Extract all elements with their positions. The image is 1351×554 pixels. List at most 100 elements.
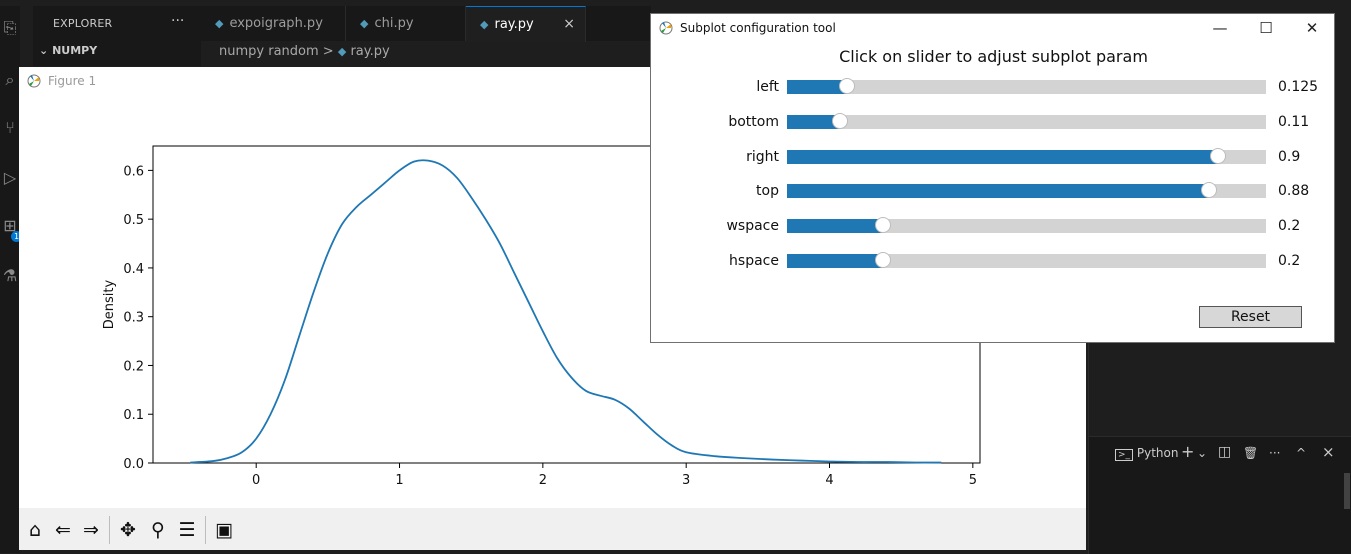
run-debug-icon[interactable]: ▷: [3, 168, 17, 187]
slider-handle[interactable]: [874, 252, 891, 268]
tab-expoigraph[interactable]: ◆ expoigraph.py: [201, 6, 346, 41]
slider-top: top 0.88: [651, 181, 1336, 201]
breadcrumb-folder[interactable]: numpy random: [219, 44, 319, 59]
slider-track[interactable]: [787, 182, 1266, 198]
chevron-right-icon: >: [322, 44, 334, 59]
slider-handle[interactable]: [1210, 148, 1227, 164]
density-line: [190, 159, 942, 464]
y-axis: 0.0 0.1 0.2 0.3 0.4 0.5 0.6: [123, 164, 153, 472]
home-icon[interactable]: ⌂: [28, 519, 42, 541]
slider-track[interactable]: [787, 113, 1266, 129]
terminal-scrollbar[interactable]: [1344, 473, 1350, 509]
y-tick-label: 0.5: [123, 213, 144, 228]
slider-left: left 0.125: [651, 77, 1336, 97]
y-tick-label: 0.6: [123, 164, 144, 179]
explorer-title: EXPLORER: [53, 17, 113, 30]
x-tick-label: 0: [252, 473, 260, 488]
forward-icon[interactable]: ⇒: [83, 519, 99, 541]
new-terminal-icon[interactable]: +: [1181, 442, 1195, 461]
toolbar-separator: [205, 516, 206, 544]
slider-label: bottom: [728, 114, 779, 130]
slider-wspace: wspace 0.2: [651, 216, 1336, 236]
figure-toolbar: ⌂ ⇐ ⇒ ✥ ⚲ ☰ ▣: [19, 508, 1086, 550]
tab-label: expoigraph.py: [229, 16, 323, 31]
python-file-icon: ◆: [215, 17, 224, 30]
close-panel-icon[interactable]: ×: [1322, 443, 1335, 461]
minimize-icon[interactable]: —: [1212, 19, 1228, 37]
reset-button[interactable]: Reset: [1199, 306, 1302, 328]
slider-right: right 0.9: [651, 147, 1336, 167]
slider-handle[interactable]: [1200, 182, 1217, 198]
chevron-down-icon[interactable]: ⌄: [1197, 446, 1208, 460]
x-tick-label: 1: [395, 473, 403, 488]
close-icon[interactable]: ×: [563, 16, 575, 32]
x-tick-label: 5: [969, 473, 977, 488]
trash-icon[interactable]: 🗑: [1243, 446, 1259, 460]
python-file-icon: ◆: [337, 45, 347, 58]
close-icon[interactable]: ✕: [1305, 19, 1319, 37]
slider-fill: [787, 80, 847, 94]
vscode-top-strip: [0, 0, 1351, 6]
search-icon[interactable]: ⌕: [5, 70, 15, 89]
split-terminal-icon[interactable]: ◫: [1218, 444, 1232, 460]
folder-name: NUMPY: [52, 44, 98, 57]
back-icon[interactable]: ⇐: [55, 519, 71, 541]
terminal-python-tab[interactable]: >_ Python: [1115, 446, 1179, 461]
slider-track[interactable]: [787, 148, 1266, 164]
terminal-name: Python: [1136, 446, 1179, 460]
explorer-panel: EXPLORER ··· ⌄ NUMPY: [33, 6, 201, 66]
slider-label: right: [746, 149, 779, 165]
toolbar-separator: [109, 516, 110, 544]
python-file-icon: ◆: [480, 18, 489, 31]
pan-icon[interactable]: ✥: [120, 519, 136, 541]
maximize-panel-icon[interactable]: ^: [1296, 446, 1307, 460]
tab-chi[interactable]: ◆ chi.py: [346, 6, 466, 41]
terminal-icon: >_: [1115, 449, 1134, 461]
files-icon[interactable]: ⎘: [3, 18, 17, 37]
window-title: Subplot configuration tool: [680, 21, 836, 35]
configure-icon[interactable]: ☰: [178, 519, 196, 541]
y-tick-label: 0.0: [123, 457, 144, 472]
slider-label: hspace: [729, 253, 779, 269]
editor-bottom-strip: [20, 549, 1088, 553]
slider-label: wspace: [726, 218, 779, 234]
folder-header[interactable]: ⌄ NUMPY: [39, 44, 97, 57]
y-tick-label: 0.4: [123, 262, 144, 277]
figure-title: Figure 1: [48, 74, 97, 88]
subplot-tool-heading: Click on slider to adjust subplot param: [839, 47, 1148, 66]
slider-track[interactable]: [787, 78, 1266, 94]
notification-badge: 1: [11, 231, 22, 242]
tab-label: chi.py: [374, 16, 414, 31]
tab-ray[interactable]: ◆ ray.py ×: [466, 6, 586, 42]
slider-handle[interactable]: [831, 113, 848, 129]
figure-titlebar[interactable]: Figure 1: [19, 67, 1086, 95]
slider-handle[interactable]: [838, 78, 855, 94]
testing-icon[interactable]: ⚗: [2, 266, 18, 285]
slider-label: top: [756, 183, 779, 199]
slider-handle[interactable]: [874, 217, 891, 233]
terminal-panel: >_ Python + ⌄ ◫ 🗑 ··· ^ ×: [1088, 436, 1351, 554]
slider-value: 0.9: [1278, 149, 1301, 165]
slider-value: 0.2: [1278, 218, 1301, 234]
x-tick-label: 4: [825, 473, 833, 488]
slider-track[interactable]: [787, 252, 1266, 268]
save-icon[interactable]: ▣: [215, 519, 233, 541]
slider-track[interactable]: [787, 217, 1266, 233]
y-tick-label: 0.3: [123, 311, 144, 326]
breadcrumb-file[interactable]: ray.py: [350, 44, 390, 59]
activity-bar: ⎘ ⌕ ⑂ ▷ ⊞ 1 ⚗: [0, 6, 22, 553]
explorer-more-icon[interactable]: ···: [171, 13, 185, 29]
maximize-icon[interactable]: ☐: [1259, 19, 1273, 37]
extensions-icon[interactable]: ⊞: [3, 216, 17, 235]
source-control-icon[interactable]: ⑂: [5, 118, 15, 137]
x-tick-label: 3: [682, 473, 690, 488]
tab-label: ray.py: [494, 17, 534, 32]
slider-fill: [787, 219, 883, 233]
zoom-icon[interactable]: ⚲: [151, 519, 165, 541]
matplotlib-logo-icon: [27, 74, 41, 88]
slider-bottom: bottom 0.11: [651, 112, 1336, 132]
slider-value: 0.88: [1278, 183, 1310, 199]
slider-fill: [787, 184, 1209, 198]
python-file-icon: ◆: [360, 17, 369, 30]
more-actions-icon[interactable]: ···: [1269, 446, 1281, 460]
